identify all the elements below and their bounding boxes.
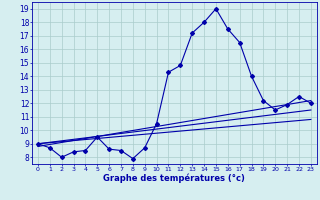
X-axis label: Graphe des températures (°c): Graphe des températures (°c): [103, 173, 245, 183]
